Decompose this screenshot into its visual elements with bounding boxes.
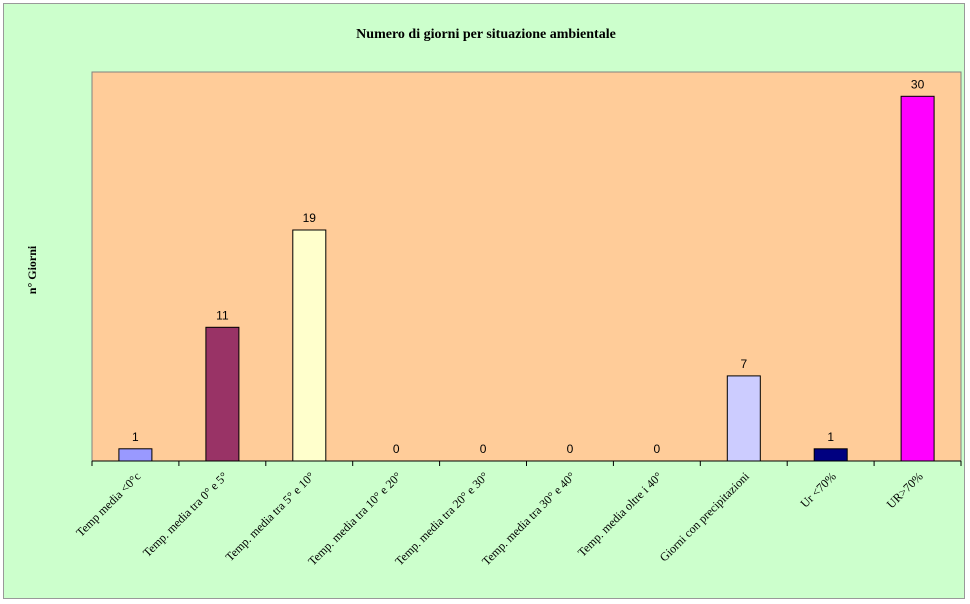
x-tick-label: Temp. media tra 20° e 30° [392, 469, 491, 568]
data-label: 19 [303, 211, 317, 225]
x-tick-label: Temp. media tra 10° e 20° [305, 469, 404, 568]
bar-chart: Numero di giorni per situazione ambienta… [25, 27, 962, 568]
bar [813, 448, 848, 462]
x-tick-label: Temp media <0°c [73, 469, 143, 539]
data-label: 30 [911, 77, 925, 91]
chart-title: Numero di giorni per situazione ambienta… [356, 27, 616, 42]
x-tick-label: Temp. media tra 5° e 10° [223, 469, 318, 564]
bar [205, 326, 240, 462]
data-label: 0 [654, 442, 661, 456]
data-label: 1 [827, 430, 834, 444]
x-tick-label: Ur <70% [797, 469, 838, 510]
x-tick-label: Temp. media tra 0° e 5° [140, 469, 231, 560]
chart-area: Numero di giorni per situazione ambienta… [3, 3, 965, 599]
data-label: 0 [567, 442, 574, 456]
data-label: 0 [393, 442, 400, 456]
bar [900, 95, 935, 462]
y-axis-label: n° Giorni [25, 245, 39, 294]
x-tick-label: Temp. media oltre i 40° [575, 469, 665, 559]
bar [726, 375, 761, 462]
data-label: 1 [132, 430, 139, 444]
x-tick-label: UR>70% [884, 469, 926, 511]
data-label: 0 [480, 442, 487, 456]
data-label: 11 [216, 308, 229, 322]
x-tick-label: Temp. media tra 30° e 40° [479, 469, 578, 568]
bar [292, 229, 327, 462]
bar [118, 448, 153, 462]
data-label: 7 [740, 357, 747, 371]
x-tick-label: Giorni con precipitazioni [657, 469, 753, 565]
